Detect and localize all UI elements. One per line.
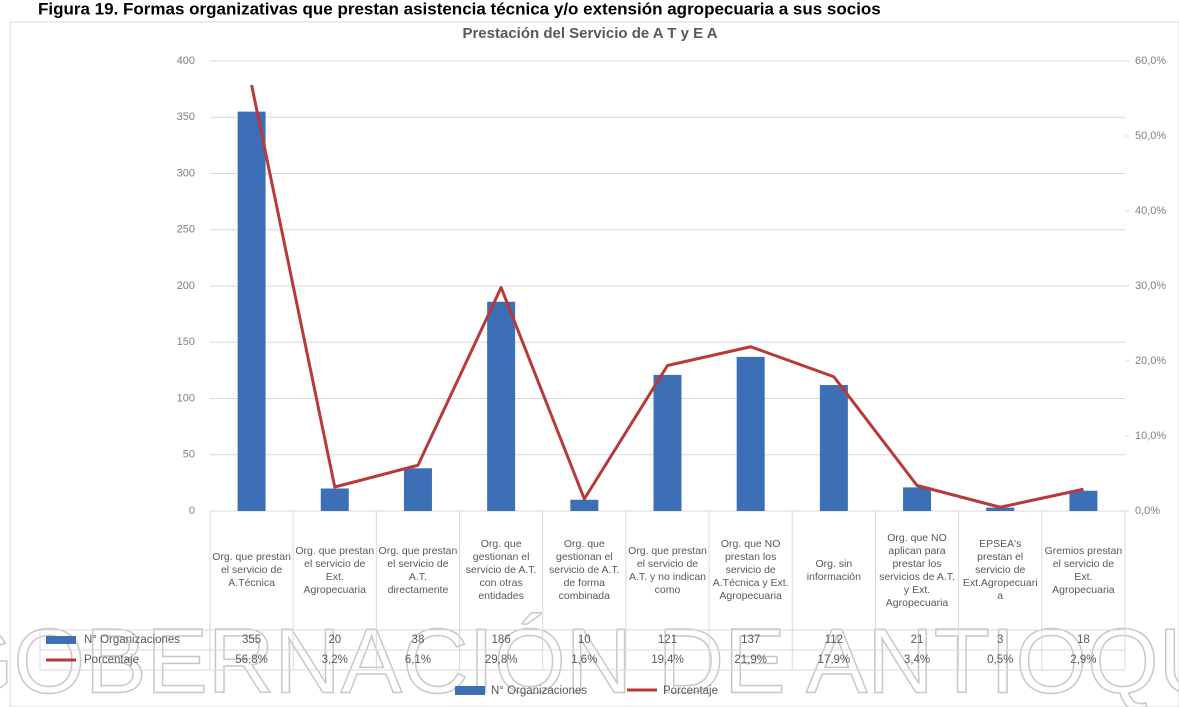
bar	[986, 507, 1015, 511]
bar	[237, 111, 266, 511]
table-cell: 121	[658, 634, 677, 646]
table-row-label: Porcentaje	[84, 654, 139, 666]
bar	[487, 301, 516, 511]
x-tick-label-box: Org. que gestionan el servicio de A.T. c…	[465, 538, 537, 602]
x-tick-label: Org. que prestan el servicio de A.T. dir…	[378, 544, 458, 596]
table-row-label: N° Organizaciones	[84, 634, 180, 646]
table-cell: 21,9%	[734, 654, 767, 666]
table-cell: 3	[997, 634, 1003, 646]
x-tick-label-box: Org. que prestan el servicio de A.T. dir…	[378, 544, 458, 596]
line	[250, 84, 1084, 509]
table-cell: 0,5%	[987, 654, 1013, 666]
x-tick-label: EPSEA's prestan el servicio de Ext.Agrop…	[962, 538, 1038, 602]
x-tick-label-box: Org. que gestionan el servicio de A.T. d…	[548, 538, 620, 602]
legend-label: Porcentaje	[663, 685, 718, 697]
x-tick-label-box: Org. que NO prestan los servicio de A.Té…	[712, 538, 789, 602]
table-cell: 355	[242, 634, 261, 646]
table-cell: 29,8%	[485, 654, 518, 666]
x-tick-label-box: Org. que prestan el servicio de A.Técnic…	[212, 551, 291, 589]
y-tick-label: 400	[177, 55, 195, 67]
table-cell: 21	[911, 634, 924, 646]
y-tick-label: 50	[183, 449, 195, 461]
table-cell: 137	[741, 634, 760, 646]
y2-tick-label: 60,0%	[1135, 55, 1166, 67]
table-cell: 186	[492, 634, 511, 646]
x-tick-label: Org. sin información	[806, 557, 861, 583]
x-tick-label-box: Org. que prestan el servicio de Ext. Agr…	[295, 544, 375, 596]
x-tick-label: Org. que gestionan el servicio de A.T. d…	[548, 538, 620, 602]
chart-frame	[9, 21, 1179, 707]
y2-tick-label: 40,0%	[1135, 205, 1166, 217]
x-tick-label: Org. que gestionan el servicio de A.T. c…	[465, 538, 537, 602]
bar	[1069, 490, 1098, 511]
y2-tick-label: 20,0%	[1135, 355, 1166, 367]
y-tick-label: 0	[189, 505, 195, 517]
y2-tick-label: 10,0%	[1135, 430, 1166, 442]
y-tick-label: 100	[177, 392, 195, 404]
x-tick-label: Org. que prestan el servicio de Ext. Agr…	[295, 544, 375, 596]
watermark: GOBERNACIÓN DE ANTIOQUIA	[0, 610, 1179, 707]
table-cell: 17,9%	[818, 654, 851, 666]
figure-caption: Figura 19. Formas organizativas que pres…	[38, 0, 881, 18]
legend-swatch	[455, 686, 485, 695]
x-tick-label: Org. que prestan el servicio de A.Técnic…	[212, 551, 291, 589]
table-cell: 19,4%	[651, 654, 684, 666]
y2-tick-label: 0,0%	[1135, 505, 1160, 517]
table-cell: 3,4%	[904, 654, 930, 666]
table-cell: 10	[578, 634, 591, 646]
table-cell: 112	[825, 634, 843, 646]
bar	[736, 356, 765, 511]
table-cell: 1,6%	[571, 654, 597, 666]
x-tick-label-box: EPSEA's prestan el servicio de Ext.Agrop…	[962, 538, 1038, 602]
bar	[570, 499, 599, 511]
y-tick-label: 350	[177, 111, 195, 123]
chart-title: Prestación del Servicio de A T y E A	[462, 25, 717, 42]
y-tick-label: 150	[177, 336, 195, 348]
x-tick-label-box: Gremios prestan el servicio de Ext. Agro…	[1044, 544, 1123, 596]
y-tick-label: 300	[177, 167, 195, 179]
y-tick-label: 200	[177, 280, 195, 292]
y2-tick-label: 30,0%	[1135, 280, 1166, 292]
bar	[819, 385, 848, 511]
table-cell: 18	[1077, 634, 1090, 646]
x-tick-label: Org. que NO prestan los servicio de A.Té…	[712, 538, 789, 602]
y-tick-label: 250	[177, 224, 195, 236]
x-tick-label-box: Org. que NO aplican para prestar los ser…	[879, 531, 955, 609]
bar	[403, 468, 432, 511]
table-cell: 6,1%	[405, 654, 431, 666]
table-cell: 2,9%	[1070, 654, 1096, 666]
y2-tick-label: 50,0%	[1135, 130, 1166, 142]
bar	[320, 488, 349, 511]
bar	[653, 374, 682, 511]
x-tick-label: Org. que prestan el servicio de A.T. y n…	[628, 544, 707, 596]
table-cell: 20	[328, 634, 341, 646]
x-tick-label: Org. que NO aplican para prestar los ser…	[879, 531, 955, 609]
x-tick-label-box: Org. que prestan el servicio de A.T. y n…	[628, 544, 707, 596]
bar	[903, 487, 932, 511]
legend-swatch	[46, 636, 76, 644]
table-cell: 56,8%	[235, 654, 268, 666]
legend-label: N° Organizaciones	[491, 685, 587, 697]
x-tick-label-box: Org. sin información	[806, 557, 861, 583]
table-cell: 3,2%	[322, 654, 348, 666]
x-tick-label: Gremios prestan el servicio de Ext. Agro…	[1044, 544, 1123, 596]
table-cell: 38	[412, 634, 425, 646]
